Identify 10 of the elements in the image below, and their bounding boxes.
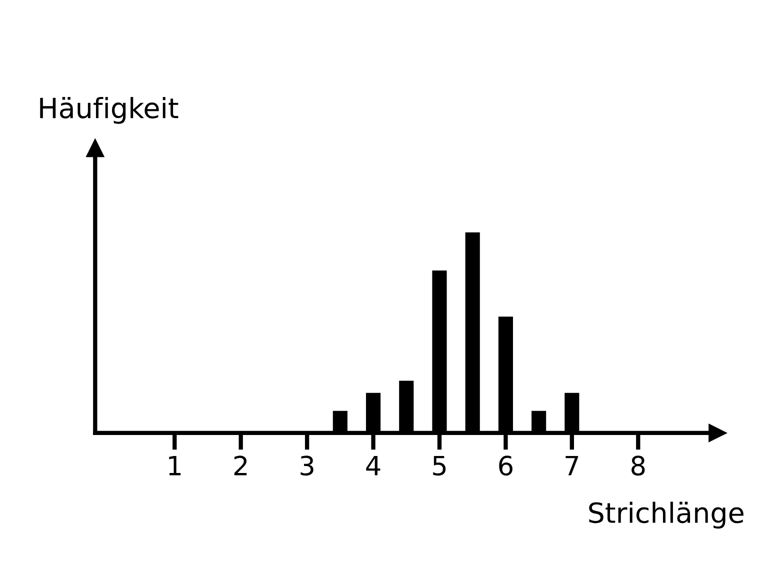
x-tick-label: 8 [632, 456, 645, 476]
x-tick-label: 1 [169, 456, 181, 476]
x-tick-label: 4 [366, 456, 380, 476]
x-tick-label: 7 [566, 456, 578, 476]
x-tick-label: 5 [433, 456, 446, 476]
x-axis-title: Strichlänge [589, 502, 744, 529]
x-tick-label: 2 [234, 456, 247, 476]
x-tick-label: 6 [499, 456, 512, 476]
x-tick-label: 3 [300, 456, 314, 476]
y-axis-title: Häufigkeit [40, 96, 178, 124]
